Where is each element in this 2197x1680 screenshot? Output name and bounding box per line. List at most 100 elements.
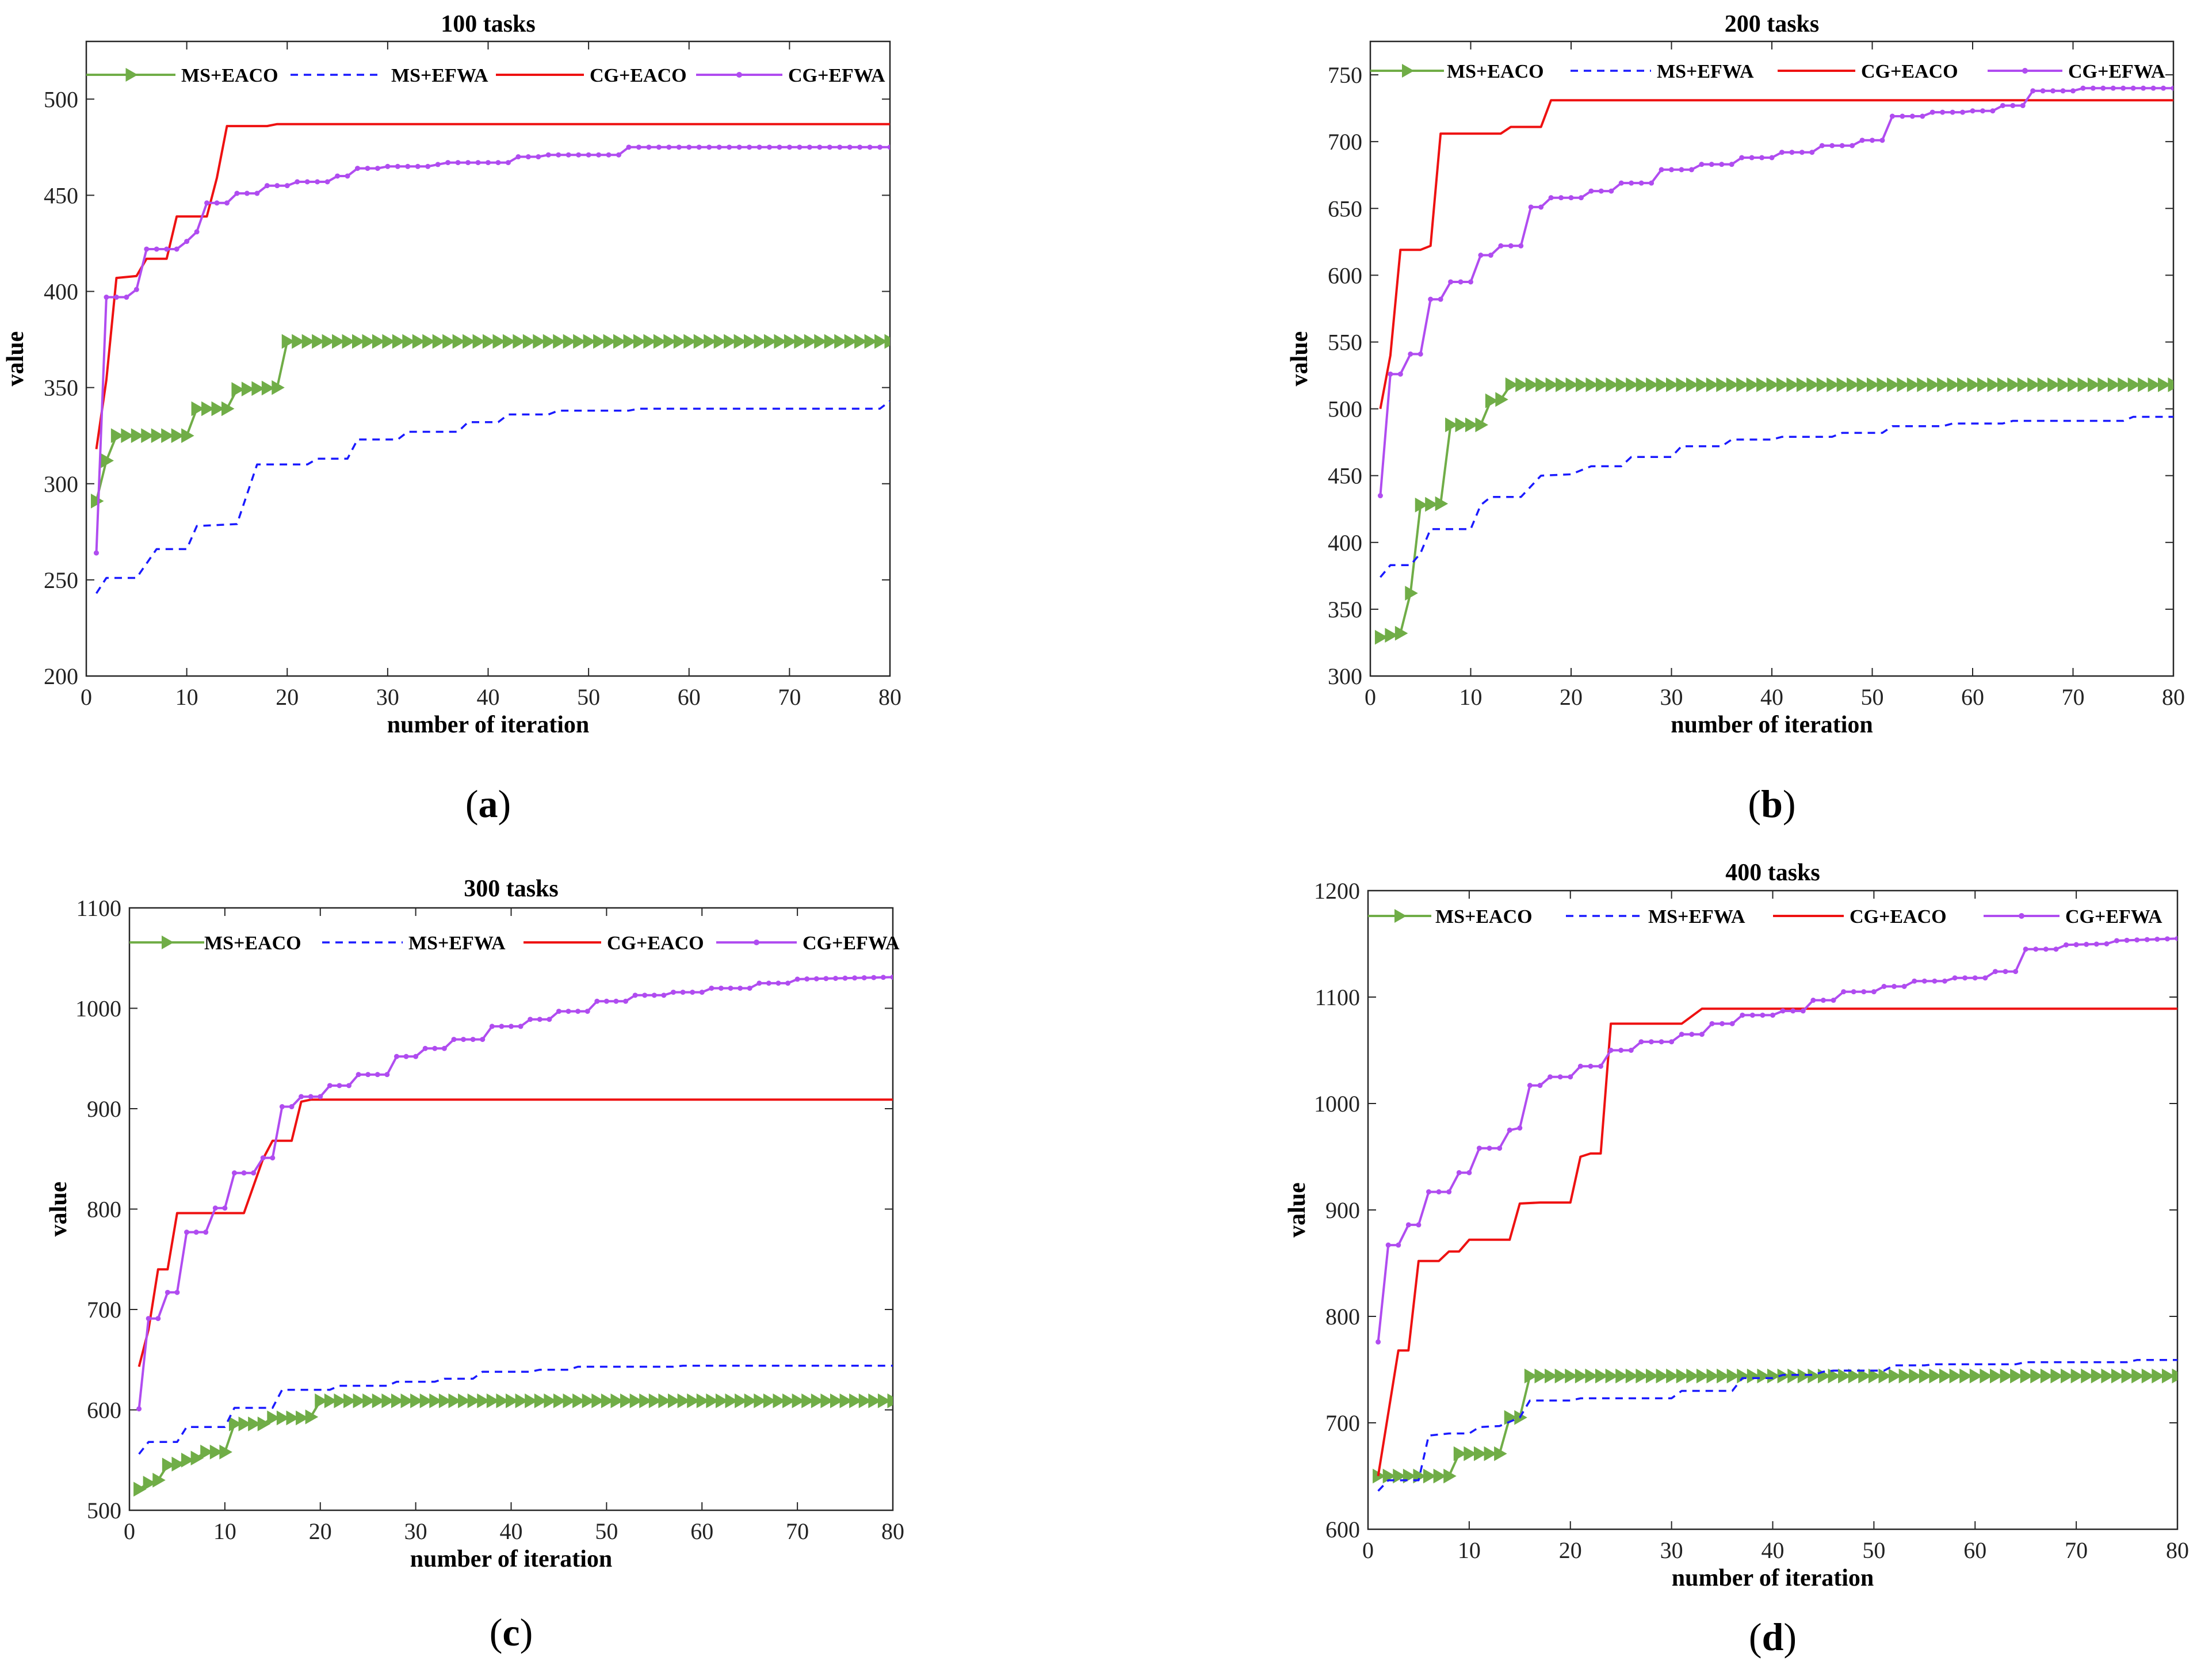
marker-cg_efwa: [651, 992, 657, 998]
marker-ms_eaco: [506, 1393, 519, 1408]
x-tick-label: 20: [1559, 1537, 1582, 1563]
marker-ms_eaco: [372, 1393, 385, 1408]
y-tick-label: 750: [1328, 62, 1362, 88]
series-cg_eaco: [137, 1098, 893, 1367]
marker-cg_efwa: [1436, 1189, 1442, 1195]
chart-panel-b: 0 10 20 30 40 50 60 70 80 300 350 400 450 500 550 600 65…: [1286, 11, 2185, 826]
marker-ms_eaco: [573, 334, 586, 349]
series-ms_efwa: [95, 400, 890, 594]
marker-cg_efwa: [890, 974, 893, 980]
marker-cg_efwa: [1861, 989, 1867, 995]
series-line-cg_eaco: [137, 1098, 893, 1367]
marker-cg_efwa: [1779, 150, 1785, 155]
marker-cg_efwa: [584, 1009, 590, 1014]
marker-ms_eaco: [1524, 1368, 1538, 1384]
marker-ms_eaco: [1828, 1368, 1841, 1384]
marker-ms_eaco: [181, 428, 194, 444]
marker-ms_eaco: [744, 1393, 758, 1408]
x-tick-label: 50: [595, 1518, 618, 1544]
marker-ms_eaco: [735, 1393, 748, 1408]
marker-ms_eaco: [603, 334, 617, 349]
marker-ms_eaco: [1949, 1368, 1963, 1384]
marker-ms_eaco: [1666, 377, 1679, 392]
marker-ms_eaco: [2017, 377, 2031, 392]
marker-cg_efwa: [1912, 978, 1917, 984]
marker-cg_efwa: [1377, 493, 1383, 499]
marker-ms_eaco: [706, 1393, 719, 1408]
marker-cg_efwa: [1881, 984, 1887, 989]
y-tick-label: 450: [1328, 463, 1362, 489]
series-cg_efwa: [1377, 85, 2173, 499]
series-ms_eaco: [90, 334, 890, 509]
series-ms_eaco: [133, 1393, 893, 1497]
marker-cg_efwa: [670, 990, 676, 995]
x-tick-label: 60: [1963, 1537, 1986, 1563]
marker-cg_efwa: [2144, 937, 2150, 942]
marker-ms_eaco: [1848, 1368, 1862, 1384]
marker-cg_efwa: [260, 1155, 266, 1161]
marker-ms_eaco: [792, 1393, 805, 1408]
marker-ms_eaco: [272, 380, 285, 395]
marker-ms_eaco: [2068, 377, 2081, 392]
caption-letter: d: [1762, 1615, 1784, 1659]
marker-ms_eaco: [591, 1393, 605, 1408]
marker-cg_efwa: [1385, 1242, 1391, 1248]
legend-marker-cg_efwa: [2019, 913, 2024, 919]
marker-cg_efwa: [432, 1045, 438, 1051]
marker-ms_eaco: [1475, 417, 1488, 433]
marker-cg_efwa: [1468, 279, 1473, 285]
marker-ms_eaco: [1393, 1468, 1406, 1484]
marker-cg_efwa: [1679, 167, 1684, 173]
marker-ms_eaco: [824, 334, 838, 349]
marker-ms_eaco: [1595, 1368, 1608, 1384]
chart-title: 300 tasks: [464, 876, 559, 902]
marker-ms_eaco: [1776, 377, 1790, 392]
legend-label-ms_eaco: MS+EACO: [181, 65, 278, 86]
y-tick-label: 1100: [1315, 984, 1360, 1010]
marker-ms_eaco: [131, 428, 144, 444]
marker-cg_efwa: [365, 166, 370, 171]
marker-ms_eaco: [422, 334, 435, 349]
marker-ms_eaco: [458, 1393, 471, 1408]
y-tick-label: 400: [1328, 530, 1362, 556]
marker-ms_eaco: [677, 1393, 691, 1408]
marker-ms_eaco: [1736, 377, 1749, 392]
x-tick-label: 50: [577, 684, 600, 710]
marker-ms_eaco: [696, 1393, 710, 1408]
marker-cg_efwa: [1638, 1039, 1644, 1045]
marker-cg_efwa: [2003, 969, 2008, 975]
marker-ms_eaco: [1827, 377, 1840, 392]
marker-ms_eaco: [1797, 1368, 1811, 1384]
marker-ms_eaco: [101, 453, 114, 468]
marker-cg_efwa: [871, 975, 877, 980]
legend-marker-cg_efwa: [754, 940, 759, 945]
marker-cg_efwa: [1970, 108, 1976, 114]
marker-ms_eaco: [2161, 1368, 2175, 1384]
marker-ms_eaco: [1868, 1368, 1882, 1384]
marker-ms_eaco: [2091, 1368, 2104, 1384]
marker-ms_eaco: [1808, 1368, 1821, 1384]
marker-cg_efwa: [1478, 253, 1484, 258]
marker-ms_eaco: [296, 1410, 309, 1426]
marker-cg_efwa: [1709, 162, 1714, 167]
marker-ms_eaco: [2087, 377, 2101, 392]
marker-ms_eaco: [392, 334, 406, 349]
marker-cg_efwa: [807, 144, 812, 150]
marker-cg_efwa: [1426, 1189, 1432, 1195]
marker-ms_eaco: [763, 334, 777, 349]
x-tick-label: 70: [786, 1518, 809, 1544]
y-tick-label: 250: [44, 567, 78, 593]
marker-ms_eaco: [161, 428, 174, 444]
marker-cg_efwa: [727, 144, 732, 150]
marker-cg_efwa: [2030, 88, 2036, 94]
marker-cg_efwa: [505, 160, 511, 166]
marker-ms_eaco: [248, 1416, 261, 1431]
marker-cg_efwa: [738, 986, 743, 991]
marker-ms_eaco: [1969, 1368, 1983, 1384]
marker-cg_efwa: [2100, 85, 2106, 91]
marker-cg_efwa: [1538, 204, 1544, 210]
x-tick-label: 40: [1760, 684, 1783, 710]
marker-ms_eaco: [544, 1393, 557, 1408]
marker-cg_efwa: [1942, 978, 1947, 984]
y-tick-label: 600: [1328, 262, 1362, 288]
